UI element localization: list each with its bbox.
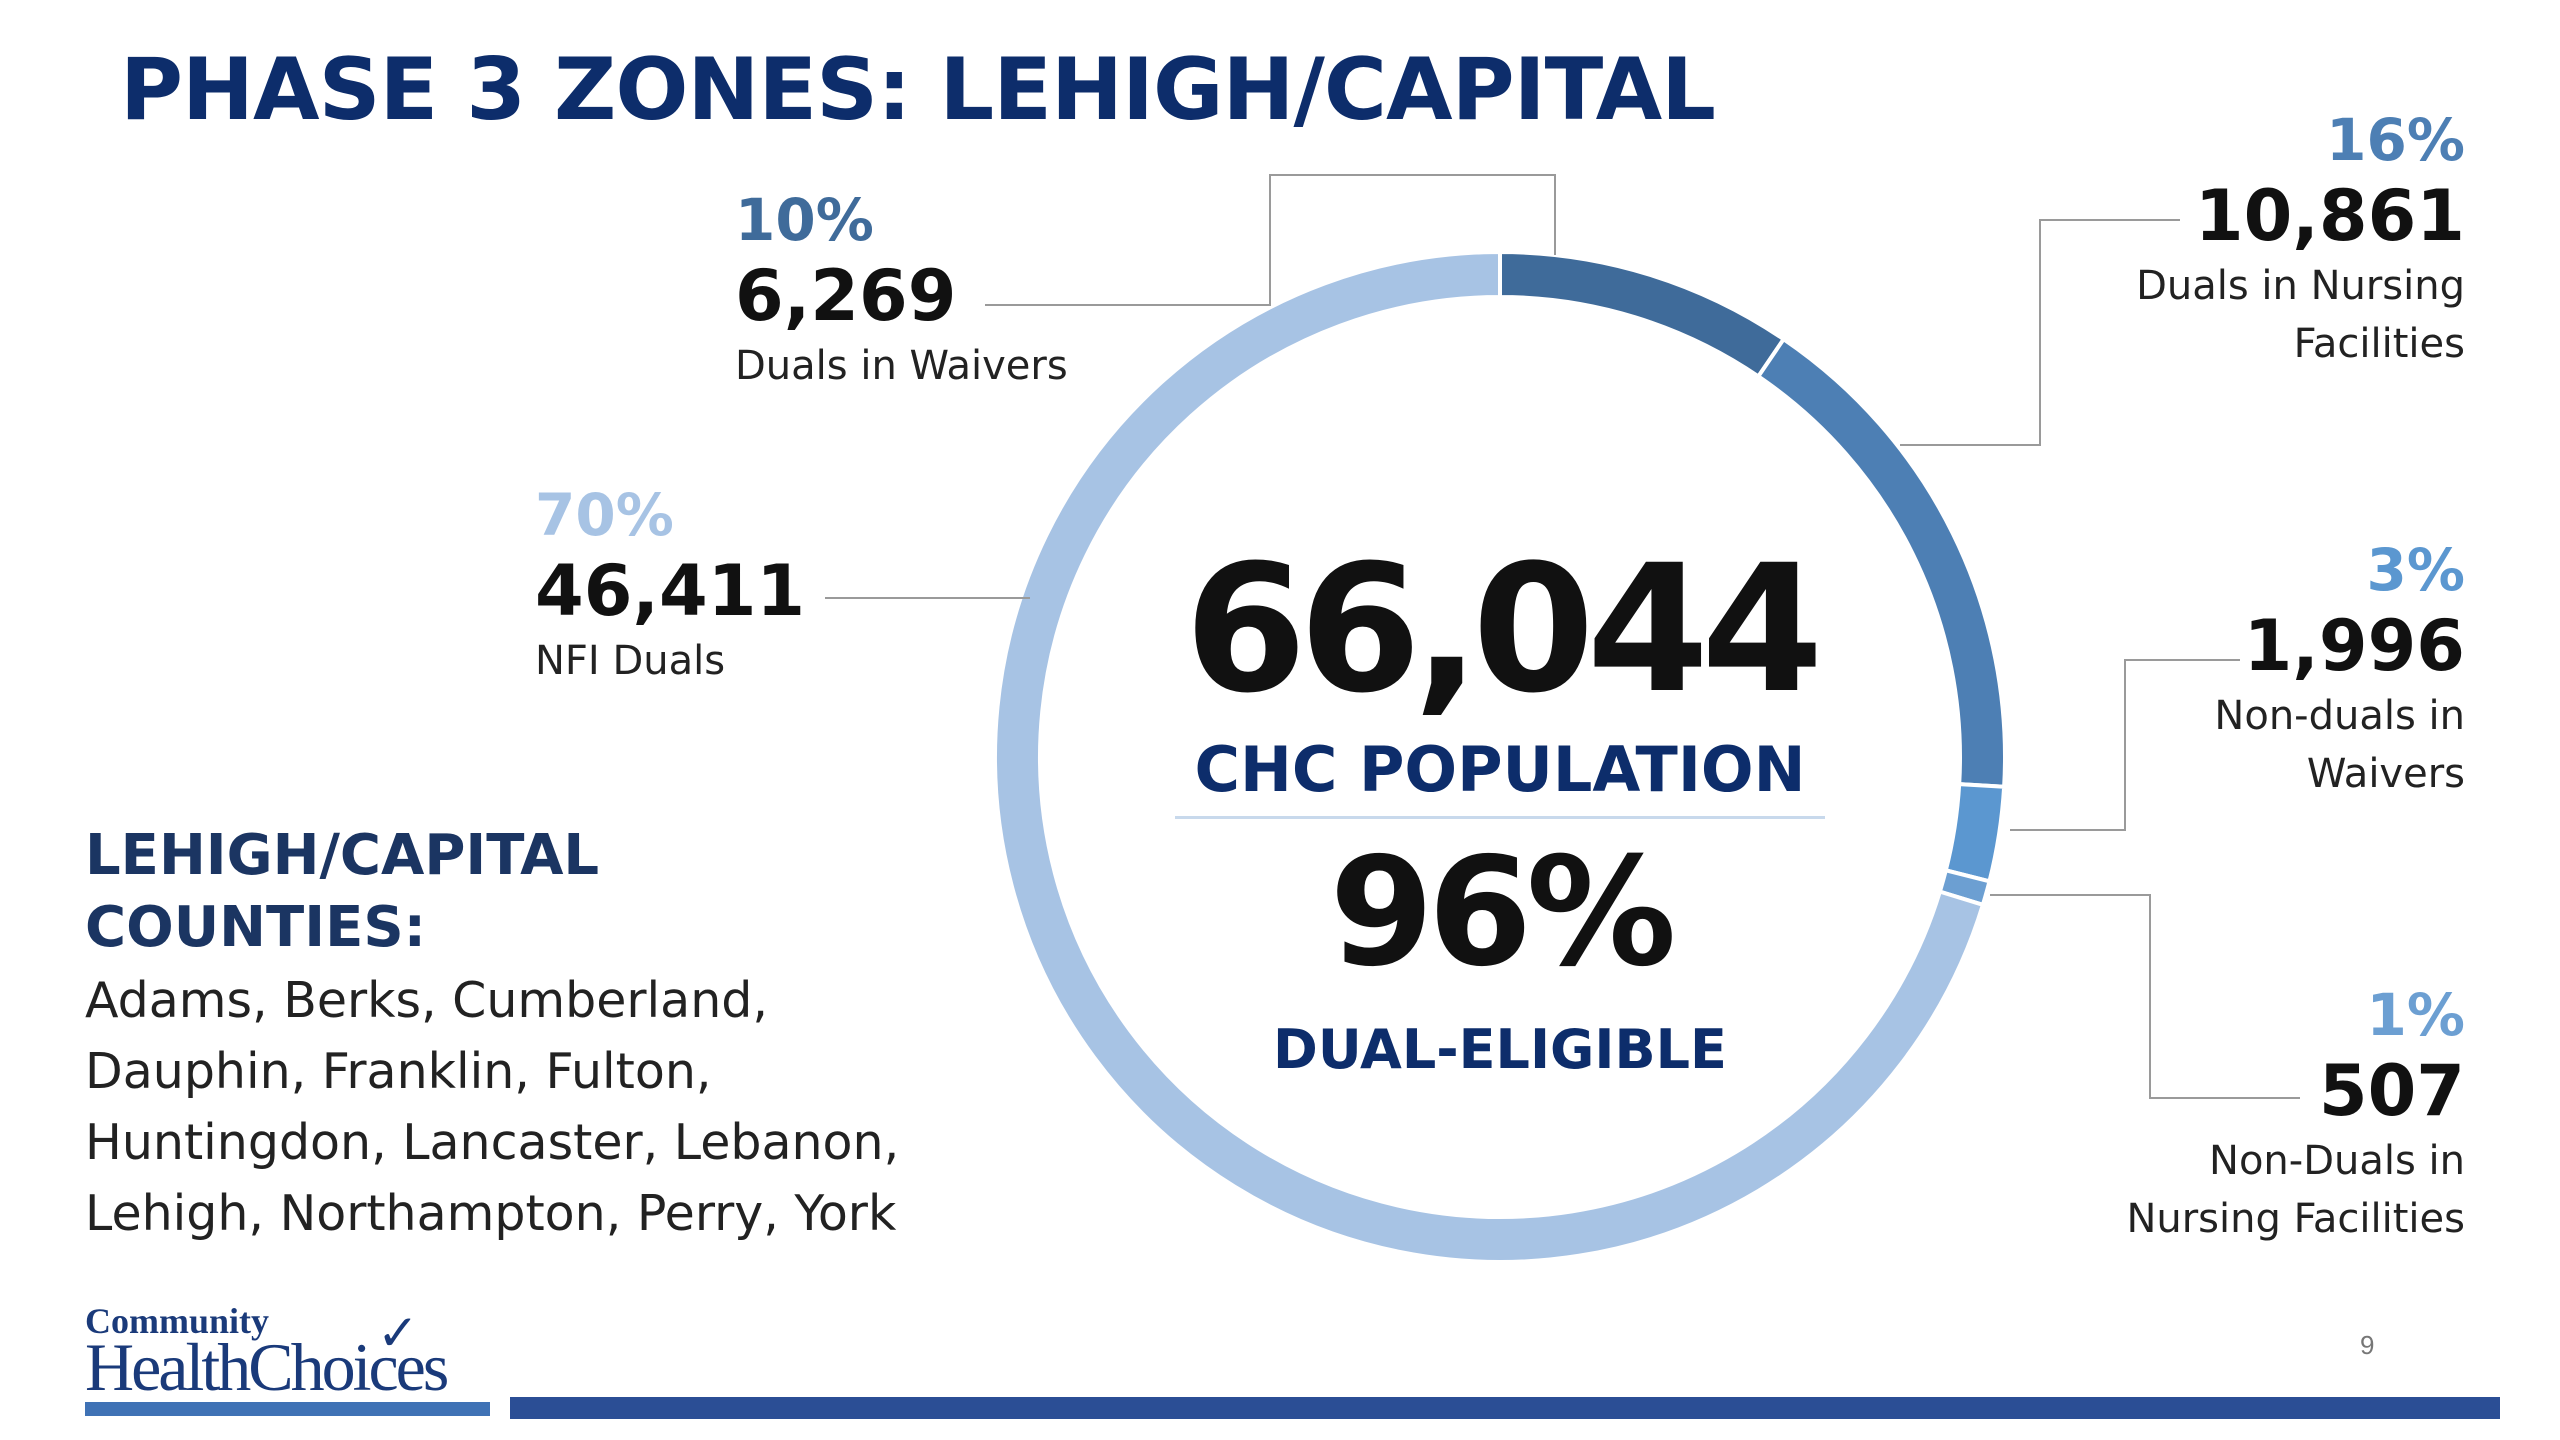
- footer-bar: [510, 1397, 2500, 1419]
- logo-top-text: Community: [85, 1301, 270, 1341]
- slice-value: 507: [2318, 1050, 2465, 1132]
- community-healthchoices-logo: Community HealthChoices ✓: [85, 1300, 495, 1420]
- total-population-value: 66,044: [1184, 527, 1823, 732]
- counties-list: Adams, Berks, Cumberland, Dauphin, Frank…: [85, 972, 900, 1242]
- slice-percent: 3%: [2366, 536, 2465, 604]
- logo-main-text: HealthChoices: [85, 1329, 449, 1405]
- slice-value: 10,861: [2194, 175, 2465, 257]
- dual-eligible-value: 96%: [1329, 826, 1676, 1000]
- label-duals-in-waivers: 10% 6,269 Duals in Waivers: [735, 185, 1068, 395]
- slice-label-text: Non-Duals in Nursing Facilities: [2126, 1138, 2465, 1242]
- counties-heading: LEHIGH/CAPITAL COUNTIES:: [85, 823, 600, 960]
- center-divider: [1175, 816, 1825, 819]
- label-nfi-duals: 70% 46,411 NFI Duals: [535, 480, 805, 690]
- center-stats: 66,044 CHC POPULATION 96% DUAL-ELIGIBLE: [1150, 530, 1850, 1085]
- logo-underline: [85, 1402, 490, 1416]
- page-title: PHASE 3 ZONES: LEHIGH/CAPITAL: [120, 40, 1716, 140]
- slice-label: Duals in Nursing Facilities: [2136, 257, 2465, 373]
- slice-value: 6,269: [735, 255, 957, 337]
- page-number: 9: [2360, 1330, 2375, 1360]
- slice-value: 1,996: [2243, 605, 2465, 687]
- leader-duals-waivers: [985, 174, 1556, 306]
- slice-percent: 16%: [2326, 106, 2465, 174]
- dual-eligible-label: DUAL-ELIGIBLE: [1273, 1018, 1727, 1081]
- slice-percent: 1%: [2366, 981, 2465, 1049]
- leader-lines: [825, 174, 2300, 1099]
- slice-label: Non-Duals in Nursing Facilities: [2126, 1132, 2465, 1248]
- leader-nonduals-nursing: [1990, 894, 2300, 1099]
- leader-duals-nursing: [1900, 219, 2180, 446]
- donut-slice-nfi-duals: [993, 249, 1986, 1264]
- label-nonduals-waivers: 3% 1,996 Non-duals in Waivers: [2214, 535, 2465, 803]
- slice-label: NFI Duals: [535, 638, 726, 684]
- donut-slice-non-duals-in-waivers: [1943, 781, 2007, 884]
- slice-label: Non-duals in Waivers: [2214, 687, 2465, 803]
- donut-slice-duals-in-waivers: [1498, 249, 1787, 380]
- total-population-label: CHC POPULATION: [1194, 733, 1806, 806]
- label-duals-in-nursing: 16% 10,861 Duals in Nursing Facilities: [2136, 105, 2465, 373]
- slice-label-text: Non-duals in Waivers: [2214, 693, 2465, 797]
- slice-percent: 10%: [735, 186, 874, 254]
- leader-nonduals-waivers: [2010, 659, 2240, 831]
- slice-label-text: Duals in Nursing Facilities: [2136, 263, 2465, 367]
- label-nonduals-nursing: 1% 507 Non-Duals in Nursing Facilities: [2126, 980, 2465, 1248]
- slice-value: 46,411: [535, 550, 806, 632]
- checkmark-icon: ✓: [377, 1305, 419, 1361]
- donut-slices: [993, 249, 2007, 1264]
- slice-label: Duals in Waivers: [735, 343, 1068, 389]
- slice-percent: 70%: [535, 481, 674, 549]
